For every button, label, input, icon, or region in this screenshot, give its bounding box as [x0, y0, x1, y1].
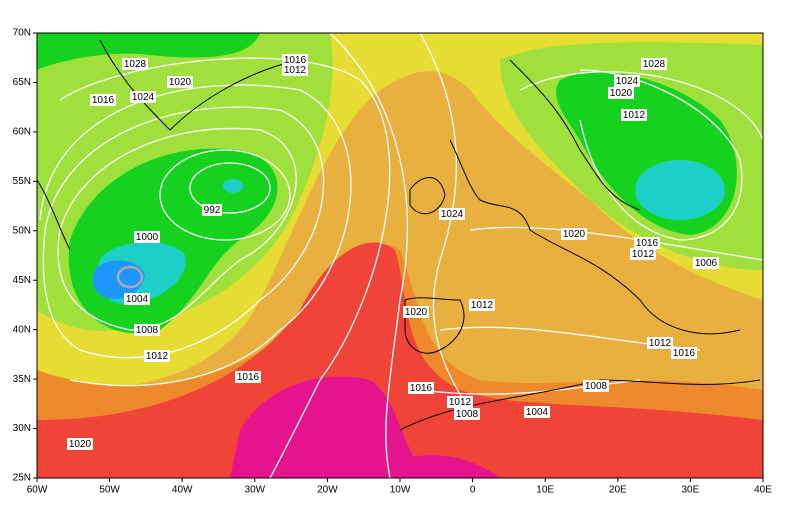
isobar-label-bg [447, 396, 473, 408]
isobar-label: 1020 [169, 77, 192, 88]
isobar-label: 1024 [616, 76, 639, 87]
lat-label: 60N [13, 127, 31, 138]
isobar-label-bg [144, 350, 170, 362]
lat-label: 35N [13, 374, 31, 385]
isobar-label-bg [134, 324, 160, 336]
isobar-label-bg [90, 94, 116, 106]
isobar-label: 1020 [563, 229, 586, 240]
isobar-label: 1004 [526, 407, 549, 418]
isobar-label: 1006 [695, 258, 718, 269]
isobar-label: 1024 [441, 209, 464, 220]
field-center [116, 265, 144, 289]
coastlines [37, 39, 761, 431]
isobar-label: 992 [204, 205, 221, 216]
isobar-label-bg [67, 438, 93, 450]
isobar-label: 1016 [410, 383, 433, 394]
lon-label: 0 [470, 485, 476, 496]
isobar-label: 1012 [632, 249, 655, 260]
isobar-label-bg [134, 231, 160, 243]
field-cyan-ne [635, 160, 725, 220]
lon-label: 40E [754, 485, 772, 496]
isobar-label: 1016 [636, 238, 659, 249]
lat-label: 30N [13, 423, 31, 434]
isobar-label: 1016 [673, 348, 696, 359]
isobar-label: 1012 [649, 338, 672, 349]
isobar-label-bg [122, 58, 148, 70]
lon-label: 60W [27, 485, 48, 496]
lon-label: 10W [390, 485, 411, 496]
isobar-label-bg [439, 208, 465, 220]
isobar-label-bg [124, 293, 150, 305]
isobar-label: 1024 [132, 92, 155, 103]
isobar-label-bg [524, 406, 550, 418]
isobar-label: 1012 [623, 110, 646, 121]
isobar-label-bg [202, 204, 222, 216]
lon-label: 50W [99, 485, 120, 496]
lat-label: 25N [13, 473, 31, 484]
isobar-label: 1016 [284, 55, 307, 66]
lat-label: 45N [13, 275, 31, 286]
isobar-label: 1028 [643, 59, 666, 70]
lat-label: 65N [13, 77, 31, 88]
isobar-label-bg [282, 64, 308, 76]
pressure-field [37, 33, 763, 478]
lat-label: 70N [13, 28, 31, 39]
isobar-label-bg [561, 228, 587, 240]
lat-label: 40N [13, 324, 31, 335]
isobar-label-bg [167, 76, 193, 88]
isobar-label-bg [671, 347, 697, 359]
isobar-label-bg [403, 306, 429, 318]
lon-label: 20W [317, 485, 338, 496]
isobar-label: 1004 [126, 294, 149, 305]
field-magenta [230, 376, 430, 478]
isobar-label: 1012 [471, 300, 494, 311]
isobar-label-bg [408, 382, 434, 394]
lat-label: 50N [13, 225, 31, 236]
lon-label: 20E [609, 485, 627, 496]
field-red [37, 242, 763, 478]
isobar-label: 1020 [610, 88, 633, 99]
lon-label: 10E [536, 485, 554, 496]
field-magenta-2 [400, 455, 500, 478]
isobar-label-bg [621, 109, 647, 121]
isobar-label-bg [608, 87, 634, 99]
isobar-label: 1020 [69, 439, 92, 450]
isobar-label: 1016 [92, 95, 115, 106]
lat-label: 55N [13, 176, 31, 187]
lon-label: 30E [682, 485, 700, 496]
isobar-label: 1008 [136, 325, 159, 336]
field-green-n [37, 33, 260, 70]
isobar-label-bg [647, 337, 673, 349]
isobar-label: 1012 [146, 351, 169, 362]
lon-axis: 60W 50W 40W 30W 20W 10W 0 10E 20E 30E 40E [27, 478, 772, 496]
isobar-label: 1016 [237, 372, 260, 383]
isobar-label: 1028 [124, 59, 147, 70]
isobar-label: 1008 [585, 381, 608, 392]
isobar-label-bg [130, 91, 156, 103]
isobar-label-bg [282, 54, 308, 66]
isobar-label: 1008 [456, 409, 479, 420]
isobar-label-bg [614, 75, 640, 87]
lon-label: 30W [245, 485, 266, 496]
isobar-label-bg [641, 58, 667, 70]
isobar-label-bg [630, 248, 656, 260]
isobar-label: 1012 [449, 397, 472, 408]
isobar-label-bg [583, 380, 609, 392]
isobar-label: 1020 [405, 307, 428, 318]
isobar-label: 1000 [136, 232, 159, 243]
isobar-label-bg [693, 257, 719, 269]
isobar-label: 1012 [284, 65, 307, 76]
lon-label: 40W [172, 485, 193, 496]
isobar-label-bg [634, 237, 660, 249]
isobar-labels: 1028102010241016101610129921000100410081… [67, 54, 719, 450]
field-cyan-n [223, 179, 243, 193]
isobars [39, 33, 763, 478]
isobar-label-bg [454, 408, 480, 420]
isobar-label-bg [235, 371, 261, 383]
lat-axis: 70N 65N 60N 55N 50N 45N 40N 35N 30N 25N [13, 28, 37, 484]
isobar-label-bg [469, 299, 495, 311]
